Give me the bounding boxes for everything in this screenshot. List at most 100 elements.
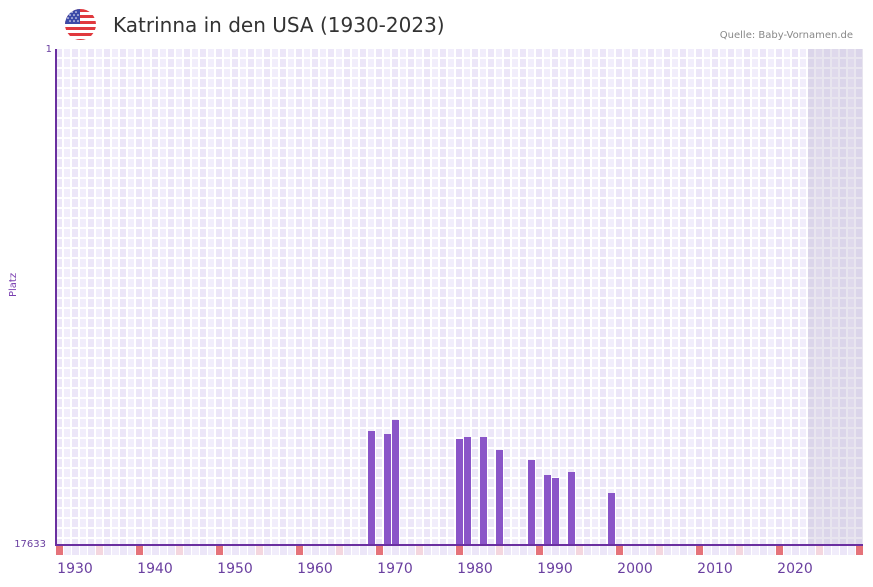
grid-column [640, 49, 646, 545]
year-marker [600, 546, 607, 555]
grid-column [512, 49, 518, 545]
x-axis-line [55, 544, 863, 546]
bar-1969[interactable] [384, 433, 391, 545]
grid-column [256, 49, 262, 545]
grid-column [488, 49, 494, 545]
grid-column [632, 49, 638, 545]
year-marker [792, 546, 799, 555]
grid-column [840, 49, 846, 545]
year-marker [848, 546, 855, 555]
grid-column [800, 49, 806, 545]
grid-column [808, 49, 814, 545]
grid-column [264, 49, 270, 545]
grid-column [248, 49, 254, 545]
year-marker [400, 546, 407, 555]
year-marker [584, 546, 591, 555]
grid-column [776, 49, 782, 545]
year-marker [520, 546, 527, 555]
grid-column [328, 49, 334, 545]
year-marker [416, 546, 423, 555]
year-marker [72, 546, 79, 555]
year-marker [248, 546, 255, 555]
year-marker [360, 546, 367, 555]
year-marker [280, 546, 287, 555]
grid-column [704, 49, 710, 545]
year-marker [856, 546, 863, 555]
bar-1981[interactable] [480, 437, 487, 545]
year-marker [456, 546, 463, 555]
grid-column [64, 49, 70, 545]
grid-column [664, 49, 670, 545]
year-marker [480, 546, 487, 555]
grid-column [432, 49, 438, 545]
grid-column [152, 49, 158, 545]
grid-column [584, 49, 590, 545]
chart-title: Katrinna in den USA (1930-2023) [113, 13, 445, 37]
grid-column [320, 49, 326, 545]
year-marker [536, 546, 543, 555]
grid-column [160, 49, 166, 545]
year-marker [304, 546, 311, 555]
year-marker [664, 546, 671, 555]
year-marker [568, 546, 575, 555]
bar-1990[interactable] [552, 477, 559, 545]
year-marker [88, 546, 95, 555]
year-marker [592, 546, 599, 555]
bar-1997[interactable] [608, 492, 615, 545]
grid-column [272, 49, 278, 545]
bar-1978[interactable] [456, 439, 463, 545]
x-tick-label: 1930 [57, 561, 93, 577]
grid-column [176, 49, 182, 545]
year-marker [672, 546, 679, 555]
year-marker [560, 546, 567, 555]
grid-column [848, 49, 854, 545]
year-marker [760, 546, 767, 555]
bar-1987[interactable] [528, 459, 535, 545]
grid-column [696, 49, 702, 545]
year-marker [232, 546, 239, 555]
grid-column [784, 49, 790, 545]
year-marker [272, 546, 279, 555]
year-marker [320, 546, 327, 555]
bar-1967[interactable] [368, 430, 375, 545]
year-marker [552, 546, 559, 555]
year-marker [744, 546, 751, 555]
bar-1979[interactable] [464, 437, 471, 545]
year-marker [296, 546, 303, 555]
bar-1989[interactable] [544, 474, 551, 545]
grid-column [440, 49, 446, 545]
grid-column [752, 49, 758, 545]
grid-column [280, 49, 286, 545]
bar-1983[interactable] [496, 450, 503, 545]
year-marker [240, 546, 247, 555]
grid-column [224, 49, 230, 545]
grid-column [728, 49, 734, 545]
grid-column [856, 49, 862, 545]
year-marker [824, 546, 831, 555]
grid-column [120, 49, 126, 545]
grid-column [744, 49, 750, 545]
year-marker [120, 546, 127, 555]
year-marker [696, 546, 703, 555]
x-tick-label: 1950 [217, 561, 253, 577]
year-marker [160, 546, 167, 555]
plot-area [56, 49, 863, 545]
year-marker [152, 546, 159, 555]
year-marker [752, 546, 759, 555]
grid-column [576, 49, 582, 545]
x-tick-label: 1990 [537, 561, 573, 577]
year-marker [832, 546, 839, 555]
bar-1970[interactable] [392, 419, 399, 545]
grid-column [232, 49, 238, 545]
grid-column [824, 49, 830, 545]
y-tick-top: 1 [45, 44, 52, 55]
year-marker [384, 546, 391, 555]
grid-column [624, 49, 630, 545]
year-marker [424, 546, 431, 555]
year-marker [688, 546, 695, 555]
year-marker [192, 546, 199, 555]
grid-column [672, 49, 678, 545]
grid-column [592, 49, 598, 545]
year-marker [808, 546, 815, 555]
bar-1992[interactable] [568, 472, 575, 545]
